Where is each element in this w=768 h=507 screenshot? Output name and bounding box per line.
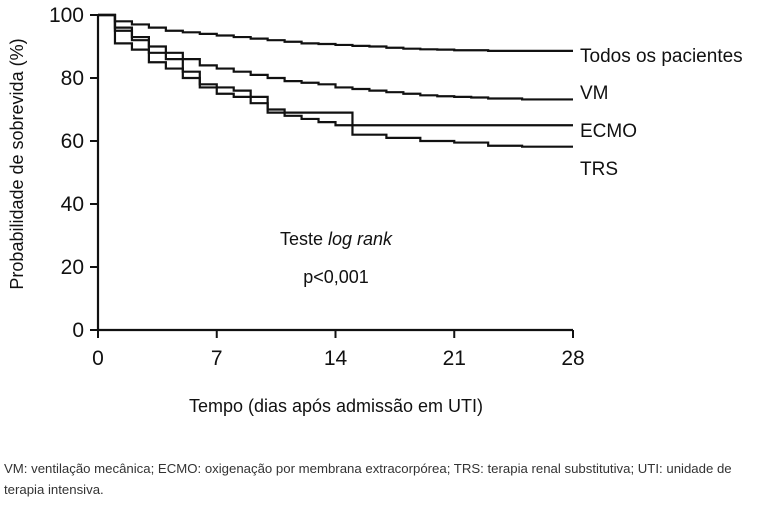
series-labels: Todos os pacientes VM ECMO TRS bbox=[580, 46, 743, 180]
series-line-todos-os-pacientes bbox=[98, 13, 573, 53]
y-tick-label: 100 bbox=[49, 4, 84, 27]
series-lines bbox=[98, 13, 573, 148]
test-prefix: Teste bbox=[280, 229, 328, 249]
p-value-annotation: p<0,001 bbox=[303, 267, 369, 287]
axes: 0 20 40 60 80 100 0 7 14 21 28 bbox=[49, 4, 585, 370]
y-axis-label: Probabilidade de sobrevida (%) bbox=[7, 38, 27, 289]
y-tick-label: 60 bbox=[61, 130, 84, 153]
series-line-trs bbox=[98, 13, 573, 148]
x-tick-label: 14 bbox=[324, 347, 348, 370]
series-label-todos-os-pacientes: Todos os pacientes bbox=[580, 46, 743, 67]
kaplan-meier-plot: 0 20 40 60 80 100 0 7 14 21 28 Todos os pacientes V… bbox=[7, 4, 743, 416]
y-tick-label: 40 bbox=[61, 193, 84, 216]
y-tick-label: 80 bbox=[61, 67, 84, 90]
figure-caption: VM: ventilação mecânica; ECMO: oxigenaçã… bbox=[4, 461, 732, 497]
y-tick-label: 20 bbox=[61, 256, 84, 279]
test-annotation: Teste log rank bbox=[280, 229, 393, 249]
series-line-ecmo bbox=[98, 13, 573, 127]
x-tick-label: 7 bbox=[211, 347, 223, 370]
survival-chart: 0 20 40 60 80 100 0 7 14 21 28 Todos os pacientes V… bbox=[7, 4, 743, 416]
series-label-trs: TRS bbox=[580, 159, 618, 180]
x-tick-label: 0 bbox=[92, 347, 104, 370]
series-label-ecmo: ECMO bbox=[580, 121, 637, 142]
series-label-vm: VM bbox=[580, 83, 609, 104]
x-tick-label: 21 bbox=[443, 347, 466, 370]
x-tick-label: 28 bbox=[561, 347, 584, 370]
test-italic: log rank bbox=[328, 229, 393, 249]
y-tick-label: 0 bbox=[72, 319, 84, 342]
x-axis-label: Tempo (dias após admissão em UTI) bbox=[189, 396, 483, 416]
series-line-vm bbox=[98, 13, 573, 101]
